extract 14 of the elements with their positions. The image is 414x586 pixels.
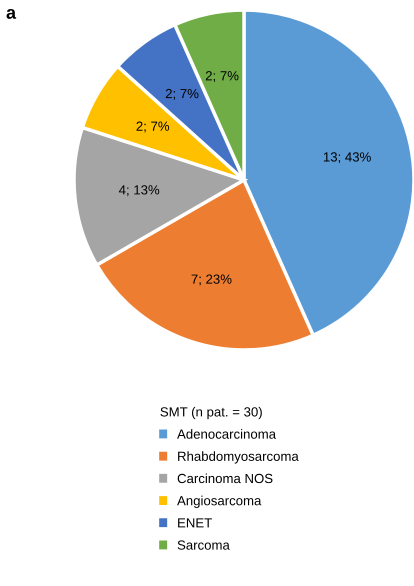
- legend-label: Adenocarcinoma: [177, 429, 276, 439]
- data-label: 2; 7%: [136, 122, 170, 132]
- data-label: 2; 7%: [166, 88, 198, 100]
- data-label: 7; 23%: [192, 274, 232, 286]
- data-label: 4; 13%: [118, 185, 160, 196]
- legend-label: ENET: [178, 518, 212, 528]
- legend-label: Angiosarcoma: [177, 496, 262, 508]
- data-label: 13; 43%: [324, 152, 371, 164]
- text: a: [6, 8, 16, 19]
- legend-label: Carcinoma NOS: [178, 473, 272, 484]
- legend-title: SMT (n pat. = 30): [160, 406, 262, 420]
- data-label: 2; 7%: [206, 71, 238, 82]
- legend-label: Rhabdomyosarcoma: [178, 451, 299, 464]
- legend-label: Sarcoma: [178, 540, 230, 550]
